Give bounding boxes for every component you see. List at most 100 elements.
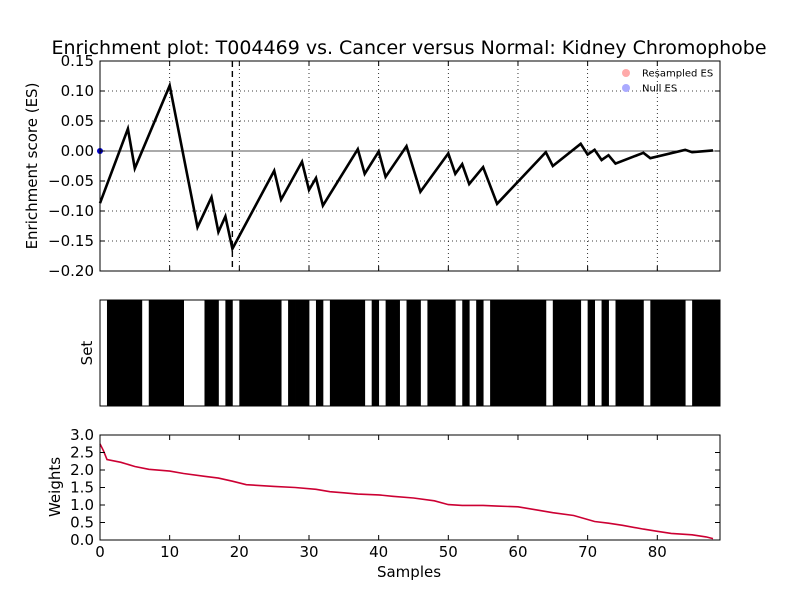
set-member-bar [601, 300, 609, 406]
set-member-bar [434, 300, 442, 406]
es-ytick-label: 0.10 [61, 82, 94, 100]
set-member-bar [448, 300, 456, 406]
set-member-bar [664, 300, 672, 406]
set-member-bar [538, 300, 547, 406]
set-member-bar [148, 300, 157, 406]
set-member-bar [267, 300, 275, 406]
set-member-bar [657, 300, 665, 406]
x-tick-label: 0 [95, 543, 105, 561]
set-member-bar [566, 300, 575, 406]
set-member-bar [511, 300, 519, 406]
set-member-bar [650, 300, 658, 406]
set-member-bar [169, 300, 178, 406]
set-member-bar [406, 300, 414, 406]
set-member-bar [343, 300, 352, 406]
x-tick-label: 40 [369, 543, 388, 561]
legend-marker [622, 69, 630, 77]
set-member-bar [531, 300, 540, 406]
set-member-bar [629, 300, 637, 406]
set-member-bar [253, 300, 261, 406]
x-tick-label: 50 [439, 543, 458, 561]
set-member-bar [239, 300, 247, 406]
set-member-bar [706, 300, 714, 406]
es-ytick-label: −0.10 [48, 202, 94, 220]
es-ytick-label: 0.05 [61, 112, 94, 130]
set-member-bar [329, 300, 338, 406]
legend-marker [622, 84, 630, 92]
weights-ytick-label: 2.0 [70, 461, 94, 479]
set-member-bar [678, 300, 686, 406]
weights-frame [99, 434, 721, 541]
es-ytick-label: −0.05 [48, 172, 94, 190]
set-member-bar [392, 300, 400, 406]
x-tick-label: 70 [578, 543, 597, 561]
set-member-bar [692, 300, 700, 406]
set-member-bar [517, 300, 526, 406]
es-ytick-label: 0.00 [61, 142, 94, 160]
x-tick-label: 80 [648, 543, 667, 561]
set-member-bar [288, 300, 296, 406]
es-ytick-label: −0.15 [48, 232, 94, 250]
set-member-bar [497, 300, 505, 406]
weights-ytick-label: 1.0 [70, 496, 94, 514]
legend-label: Null ES [642, 84, 677, 95]
x-tick-label: 30 [299, 543, 318, 561]
set-member-bar [176, 300, 184, 406]
set-member-bar [615, 300, 623, 406]
x-axis-label: Samples [377, 563, 441, 581]
set-member-bar [274, 300, 282, 406]
set-member-bar [413, 300, 421, 406]
set-member-bar [295, 300, 303, 406]
set-member-bar [524, 300, 533, 406]
set-member-bar [120, 300, 129, 406]
set-member-bar [504, 300, 512, 406]
set-member-bar [315, 300, 324, 406]
legend-label: Resampled ES [642, 69, 713, 80]
set-panel [99, 299, 721, 407]
set-axis-label: Set [78, 341, 96, 366]
set-member-bar [106, 300, 115, 406]
weights-panel: 0.00.51.01.52.02.53.0 0 10 20 30 40 50 60 70 80 [70, 426, 721, 561]
x-tick-label: 10 [160, 543, 179, 561]
weights-ytick-label: 1.5 [70, 479, 94, 497]
set-member-bar [462, 300, 470, 406]
set-member-bar [441, 300, 449, 406]
set-member-bar [490, 300, 498, 406]
x-tick-label: 20 [230, 543, 249, 561]
set-member-bar [336, 300, 345, 406]
set-member-bar [302, 300, 310, 406]
set-member-bar [225, 300, 233, 406]
set-member-bar [134, 300, 143, 406]
set-member-bar [552, 300, 561, 406]
es-panel: −0.20 −0.15 −0.10 −0.05 0.00 0.05 0.10 0.15 Resa… [48, 52, 721, 280]
set-member-bar [587, 300, 596, 406]
set-member-bar [246, 300, 254, 406]
weights-ytick-label: 2.5 [70, 444, 94, 462]
set-member-bar [260, 300, 268, 406]
set-member-bar [573, 300, 582, 406]
set-member-bar [671, 300, 679, 406]
set-member-bar [636, 300, 644, 406]
set-frame [99, 299, 721, 407]
weights-axis-label: Weights [46, 457, 64, 517]
weights-series-line [99, 443, 714, 540]
set-member-bar [713, 300, 721, 406]
set-member-bar [559, 300, 568, 406]
es-axis-label: Enrichment score (ES) [23, 83, 41, 250]
set-member-bar [622, 300, 630, 406]
set-member-bar [162, 300, 171, 406]
es-series-line [98, 81, 714, 253]
set-member-bar [155, 300, 164, 406]
set-member-bar [204, 300, 212, 406]
weights-ytick-label: 3.0 [70, 426, 94, 444]
weights-ytick-label: 0.0 [70, 531, 94, 549]
es-ytick-label: 0.15 [61, 52, 94, 70]
es-ytick-label: −0.20 [48, 262, 94, 280]
set-member-bar [113, 300, 122, 406]
set-member-bar [350, 300, 359, 406]
set-member-bar [476, 300, 484, 406]
set-member-bar [699, 300, 707, 406]
chart-title: Enrichment plot: T004469 vs. Cancer vers… [51, 37, 766, 59]
set-member-bar [385, 300, 393, 406]
es-frame [99, 60, 721, 272]
